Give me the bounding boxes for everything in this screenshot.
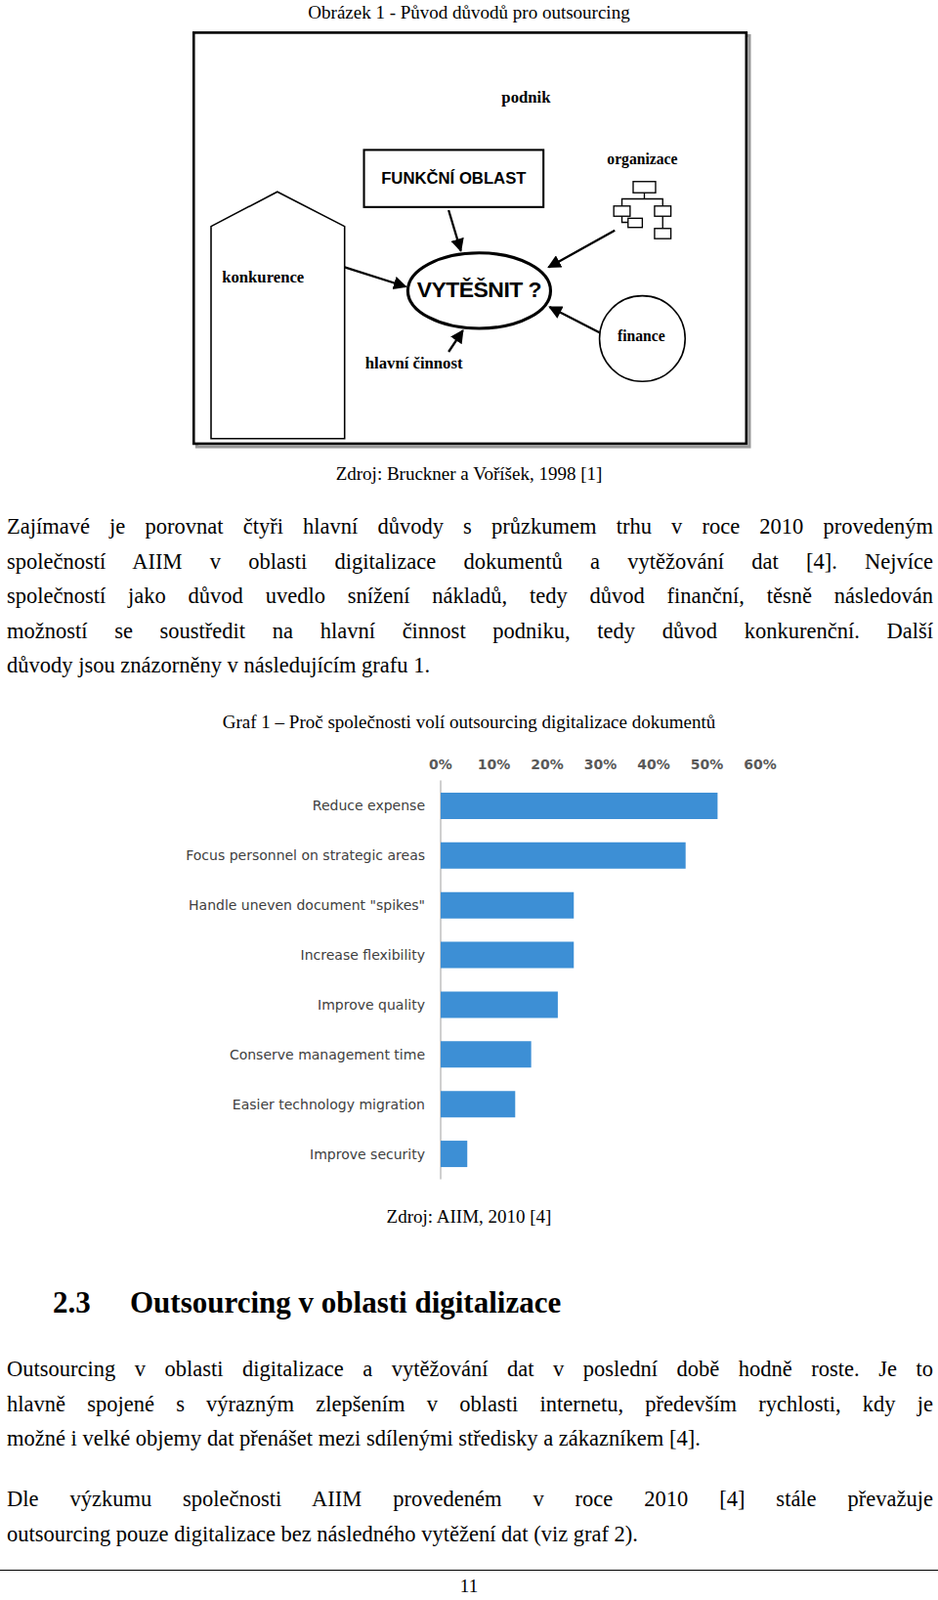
html-text:Graf 1 – Proč společnosti volí: Graf 1 – Proč společnosti volí outsourci… [222, 711, 716, 732]
svg-text:Increase flexibility: Increase flexibility [300, 946, 426, 963]
svg-text:FUNKČNÍ OBLAST: FUNKČNÍ OBLAST [381, 169, 527, 188]
svg-text:konkurence: konkurence [221, 267, 304, 287]
svg-text:40%: 40% [637, 756, 671, 772]
svg-text:podnik: podnik [501, 87, 552, 107]
html-text:Dle výzkumu společnosti AIIM p: Dle výzkumu společnosti AIIM provedeném … [6, 1486, 934, 1511]
svg-text:50%: 50% [690, 756, 725, 772]
html-text:Outsourcing v oblasti digitali: Outsourcing v oblasti digitalizace a vyt… [6, 1356, 934, 1381]
html-text:Obrázek 1 - Původ důvodů pro o: Obrázek 1 - Původ důvodů pro outsourcing [308, 1, 630, 23]
svg-text:hlavní činnost: hlavní činnost [365, 353, 464, 373]
svg-text:20%: 20% [530, 756, 564, 772]
html-text:důvody jsou znázorněny v násle: důvody jsou znázorněny v následujícím gr… [6, 652, 430, 678]
svg-text:10%: 10% [477, 756, 512, 772]
svg-text:organizace: organizace [606, 150, 678, 169]
html-text:outsourcing pouze digitalizace: outsourcing pouze digitalizace bez násle… [6, 1520, 639, 1546]
html-text:společností jako důvod uvedlo: společností jako důvod uvedlo snížení ná… [6, 583, 934, 608]
html-text:2.3: 2.3 [52, 1284, 91, 1320]
svg-text:Reduce expense: Reduce expense [312, 797, 426, 813]
html-text:Outsourcing v oblasti digitali: Outsourcing v oblasti digitalizace [129, 1284, 562, 1320]
html-text:společností AIIM v oblasti dig: společností AIIM v oblasti digitalizace … [6, 548, 934, 574]
svg-text:Handle uneven document "spikes: Handle uneven document "spikes" [188, 896, 426, 913]
html-text:možností se soustředit na hlav: možností se soustředit na hlavní činnost… [6, 618, 934, 643]
svg-text:Focus personnel on strategic a: Focus personnel on strategic areas [185, 847, 426, 863]
html-text:Zdroj: AIIM, 2010 [4]: Zdroj: AIIM, 2010 [4] [386, 1205, 552, 1227]
svg-text:Improve quality: Improve quality [317, 996, 426, 1013]
svg-text:30%: 30% [584, 756, 618, 772]
svg-text:Easier technology migration: Easier technology migration [232, 1096, 426, 1112]
html-text:možné i velké objemy dat přená: možné i velké objemy dat přenášet mezi s… [6, 1425, 701, 1450]
svg-text:finance: finance [617, 327, 666, 344]
svg-text:Improve security: Improve security [309, 1146, 426, 1162]
svg-text:VYTĚŠNIT ?: VYTĚŠNIT ? [417, 277, 542, 303]
html-text:Zajímavé je porovnat čtyři hla: Zajímavé je porovnat čtyři hlavní důvody… [6, 513, 934, 539]
html-text:Zdroj: Bruckner a Voříšek, 199: Zdroj: Bruckner a Voříšek, 1998 [1] [335, 463, 603, 484]
svg-text:0%: 0% [428, 756, 453, 772]
svg-text:60%: 60% [743, 756, 777, 772]
html-text:11: 11 [460, 1575, 478, 1596]
svg-text:Conserve management time: Conserve management time [229, 1046, 426, 1063]
html-text:hlavně spojené s výrazným zlep: hlavně spojené s výrazným zlepšením v ob… [6, 1390, 934, 1416]
